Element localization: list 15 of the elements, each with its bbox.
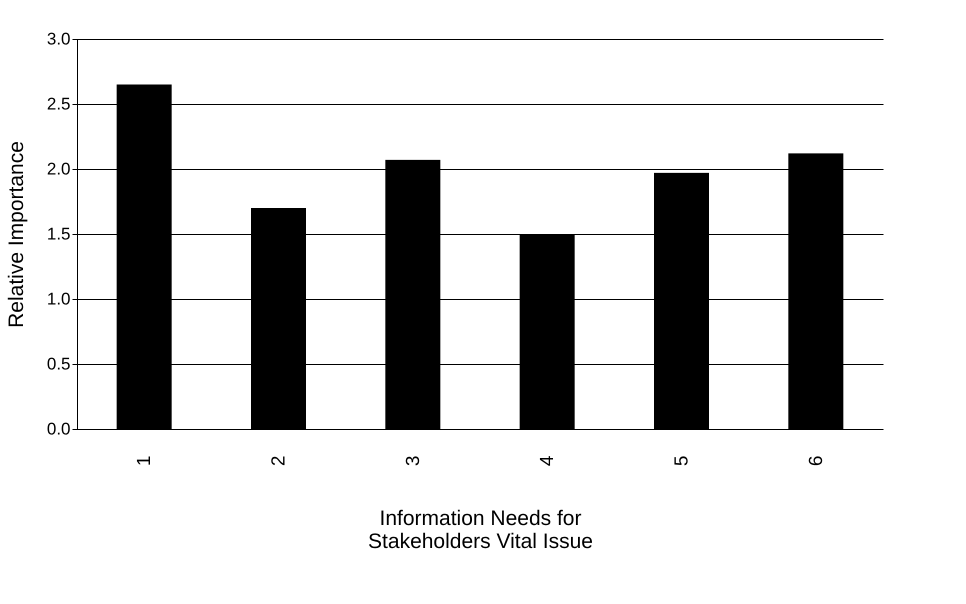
x-tick-label: 1 (134, 456, 156, 466)
y-tick-label: 0.0 (46, 420, 70, 438)
y-tick-label: 1.5 (46, 224, 70, 244)
y-axis-title: Relative Importance (4, 141, 28, 328)
x-tick-label: 6 (806, 456, 827, 466)
x-tick-label: 3 (402, 456, 424, 466)
y-tick-label: 0.5 (46, 354, 70, 374)
y-tick-label: 3.0 (46, 30, 70, 48)
y-tick-label: 1.0 (46, 290, 70, 308)
y-tick-label: 2.5 (46, 94, 70, 114)
x-tick-label: 2 (268, 456, 290, 466)
x-axis-title: Information Needs for Stakeholders Vital Issue (368, 507, 593, 554)
y-tick-label: 2.0 (46, 160, 70, 178)
x-tick-label: 5 (672, 456, 692, 466)
x-tick-label: 4 (537, 455, 558, 466)
